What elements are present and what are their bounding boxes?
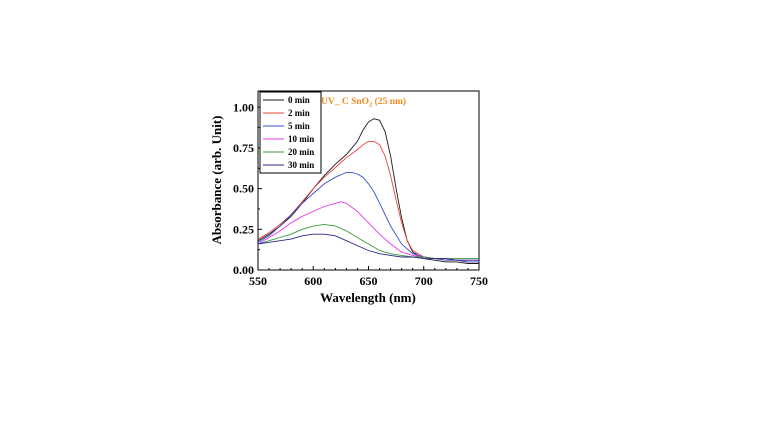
legend: 0 min 2 min 5 min 10 min 20 min 30 min (259, 91, 322, 174)
x-tick-label: 550 (249, 274, 267, 288)
y-tick-label: 0.00 (233, 263, 254, 277)
legend-box (259, 91, 322, 174)
annotation-prefix: UV_ C SnO (321, 97, 369, 107)
legend-label-3: 10 min (288, 134, 314, 144)
series-layer (257, 118, 479, 264)
y-tick-label: 0.75 (233, 141, 254, 155)
series-line-0 (257, 118, 479, 264)
legend-label-4: 20 min (288, 147, 314, 157)
annotation-suffix: (25 nm) (372, 96, 406, 107)
legend-label-0: 0 min (288, 95, 310, 105)
legend-label-5: 30 min (288, 160, 314, 170)
y-tick-label: 0.25 (233, 222, 254, 236)
x-tick-label: 650 (360, 274, 378, 288)
y-tick-label: 0.50 (233, 182, 254, 196)
x-axis-label: Wavelength (nm) (320, 290, 416, 305)
x-tick-label: 700 (415, 274, 433, 288)
series-line-5 (257, 233, 479, 261)
y-axis-label: Absorbance (arb. Unit) (209, 116, 224, 245)
annotation-subscript: 2 (369, 102, 372, 109)
chart-annotation: UV_ C SnO2 (25 nm) (321, 96, 406, 109)
legend-label-2: 5 min (288, 121, 310, 131)
tick-layer: 550 600 650 700 750 0.00 0.25 0.50 0.75 1.00 (233, 100, 488, 288)
x-tick-label: 600 (304, 274, 322, 288)
x-tick-label: 750 (470, 274, 488, 288)
y-tick-label: 1.00 (233, 100, 254, 114)
legend-label-1: 2 min (288, 108, 310, 118)
